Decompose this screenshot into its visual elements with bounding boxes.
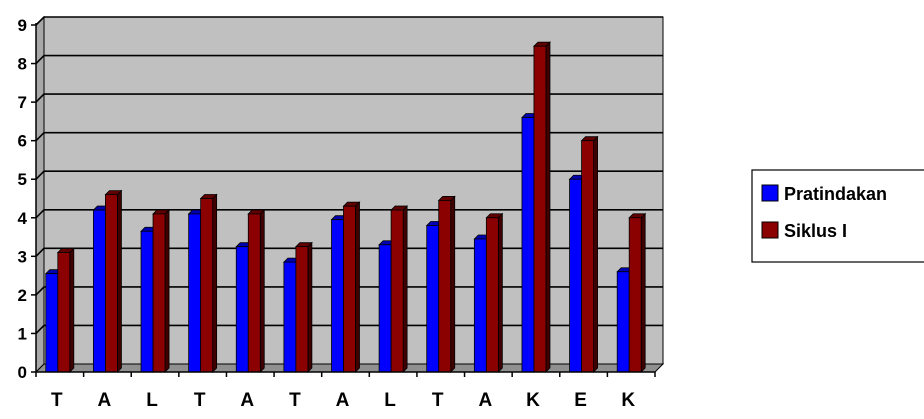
bar-siklus-i bbox=[628, 212, 647, 373]
bar-siklus-i bbox=[532, 41, 551, 373]
gridline bbox=[35, 208, 663, 219]
axes-group: 0 1 2 3 4 5 6 7 8 9 T A L T A T A L T A K E K bbox=[18, 16, 656, 411]
bar-front bbox=[569, 178, 582, 373]
bar-side bbox=[355, 201, 360, 373]
bar-siklus-i bbox=[485, 212, 504, 373]
bar-front bbox=[331, 219, 344, 373]
x-tick-label: E bbox=[574, 390, 587, 411]
bar-front bbox=[438, 200, 452, 373]
legend-box bbox=[751, 169, 924, 263]
gridline bbox=[35, 286, 663, 296]
bar-front bbox=[105, 194, 118, 373]
gridline bbox=[35, 16, 663, 26]
x-tick-label: K bbox=[621, 390, 635, 411]
bar-siklus-i bbox=[437, 195, 456, 373]
gridline bbox=[35, 324, 663, 335]
bar-front bbox=[57, 252, 71, 373]
bar-side bbox=[117, 189, 122, 373]
bar-front bbox=[533, 45, 547, 373]
bar-side bbox=[402, 205, 408, 373]
bar-siklus-i bbox=[342, 201, 361, 373]
y-tick-label: 7 bbox=[18, 93, 27, 112]
gridline bbox=[35, 131, 663, 142]
legend: Pratindakan Siklus I bbox=[751, 169, 924, 263]
gridline bbox=[35, 247, 663, 257]
bar-siklus-i bbox=[199, 193, 218, 373]
y-tick-label: 8 bbox=[18, 55, 27, 74]
y-tick-label: 3 bbox=[18, 247, 27, 266]
bar-siklus-i bbox=[247, 208, 266, 373]
bar-front bbox=[485, 217, 499, 373]
x-tick-label: A bbox=[98, 390, 112, 411]
y-tick-label: 1 bbox=[18, 324, 27, 343]
y-tick-label: 6 bbox=[18, 132, 27, 151]
x-tick-label: T bbox=[51, 390, 63, 411]
bar-front bbox=[45, 273, 59, 373]
y-tick-label: 2 bbox=[18, 286, 27, 305]
legend-label: Siklus I bbox=[784, 221, 847, 241]
bar-side bbox=[164, 208, 170, 373]
bar-front bbox=[93, 209, 106, 373]
x-tick-label: K bbox=[526, 390, 540, 411]
bar-front bbox=[426, 225, 440, 373]
bar-side bbox=[593, 135, 598, 373]
bar-front bbox=[140, 230, 154, 373]
bar-side bbox=[640, 212, 646, 373]
bar-side bbox=[212, 193, 218, 373]
legend-swatch bbox=[761, 221, 779, 239]
bar-side bbox=[259, 208, 265, 373]
bar-front bbox=[200, 198, 214, 373]
bar-side bbox=[307, 241, 313, 373]
x-tick-label: L bbox=[384, 390, 396, 411]
bar-front bbox=[616, 271, 630, 373]
bar-front bbox=[581, 140, 594, 373]
gridline bbox=[35, 170, 663, 180]
bar-front bbox=[295, 246, 309, 373]
y-tick-label: 4 bbox=[18, 209, 28, 228]
bar-front bbox=[521, 117, 535, 373]
x-tick-label: T bbox=[289, 390, 301, 411]
legend-label: Pratindakan bbox=[784, 184, 887, 204]
x-tick-label: T bbox=[194, 390, 206, 411]
bar-front bbox=[188, 213, 202, 373]
bar-front bbox=[628, 217, 642, 373]
legend-swatch bbox=[761, 184, 779, 202]
x-tick-label: A bbox=[336, 390, 350, 411]
bar-front bbox=[390, 209, 404, 373]
bar-front bbox=[343, 205, 356, 373]
bar-siklus-i bbox=[294, 241, 313, 373]
y-tick-label: 0 bbox=[18, 363, 27, 382]
bar-front bbox=[283, 261, 297, 373]
bars-group bbox=[44, 41, 647, 373]
bar-front bbox=[378, 244, 392, 373]
bar-side bbox=[69, 247, 75, 373]
plot-side-wall bbox=[35, 15, 45, 374]
x-tick-label: A bbox=[240, 390, 254, 411]
bar-front bbox=[152, 213, 166, 373]
bar-siklus-i bbox=[56, 247, 75, 373]
bar-side bbox=[545, 41, 551, 373]
bar-siklus-i bbox=[152, 208, 171, 373]
gridline bbox=[35, 93, 663, 103]
y-tick-label: 9 bbox=[18, 16, 27, 35]
bar-front bbox=[235, 246, 249, 373]
bar-siklus-i bbox=[390, 205, 409, 373]
bar-siklus-i bbox=[580, 135, 599, 373]
x-tick-label: L bbox=[146, 390, 158, 411]
gridline bbox=[35, 54, 663, 65]
y-tick-label: 5 bbox=[18, 170, 27, 189]
bar-front bbox=[473, 238, 487, 373]
x-tick-label: A bbox=[478, 390, 492, 411]
bar-siklus-i bbox=[104, 189, 123, 373]
x-tick-label: T bbox=[432, 390, 444, 411]
bar-side bbox=[497, 212, 503, 373]
bar-front bbox=[247, 213, 261, 373]
bar-side bbox=[450, 195, 456, 373]
